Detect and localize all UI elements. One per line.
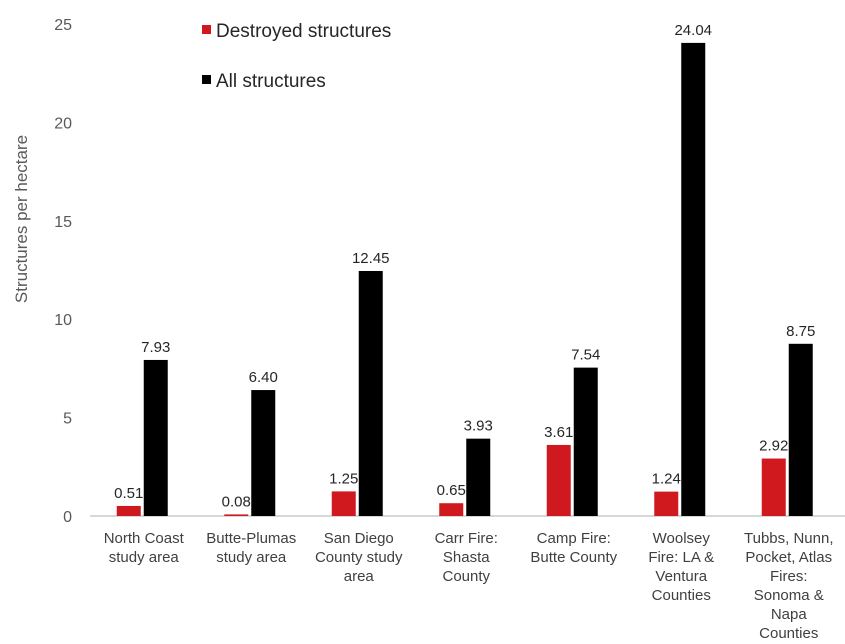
category-label: North Coast study area <box>104 530 185 566</box>
category-label: Camp Fire: Butte County <box>530 530 617 566</box>
data-label: 1.25 <box>329 470 358 487</box>
data-label: 7.93 <box>141 339 170 356</box>
data-label: 1.24 <box>652 471 681 488</box>
data-label: 24.04 <box>674 22 712 39</box>
y-tick-label: 5 <box>63 411 72 428</box>
bar-destroyed <box>546 444 571 516</box>
bar-destroyed <box>224 514 249 516</box>
data-label: 3.93 <box>464 418 493 435</box>
data-label: 8.75 <box>786 323 815 340</box>
legend-swatch-destroyed <box>202 25 211 34</box>
category-label: Woolsey Fire: LA & Ventura Counties <box>648 530 714 604</box>
y-tick-label: 0 <box>63 509 72 526</box>
legend: Destroyed structures All structures <box>202 21 391 92</box>
data-labels: 0.51 0.08 1.25 0.65 3.61 1.24 2.92 7.93 6.40 12.4… <box>114 22 815 511</box>
x-axis-categories: North Coast study area Butte-Plumas study a… <box>104 530 834 642</box>
data-label: 0.51 <box>114 485 143 502</box>
data-label: 7.54 <box>571 347 600 364</box>
category-label: Tubbs, Nunn, Pocket, Atlas Fires: Sonoma & N… <box>744 530 834 642</box>
legend-swatch-all <box>202 75 211 84</box>
bar-destroyed <box>654 491 679 516</box>
data-label: 0.65 <box>437 482 466 499</box>
category-label: Carr Fire: Shasta County <box>435 530 498 585</box>
bar-destroyed <box>331 491 356 516</box>
bar-all <box>788 343 813 516</box>
category-label: Butte-Plumas study area <box>206 530 296 566</box>
y-tick-label: 20 <box>54 115 72 132</box>
data-label: 3.61 <box>544 424 573 441</box>
y-axis-ticks: 0 5 10 15 20 25 <box>54 17 72 526</box>
category-label: San Diego County study area <box>315 530 403 585</box>
bar-all <box>143 359 168 516</box>
y-tick-label: 25 <box>54 17 72 34</box>
bars <box>116 42 813 517</box>
y-axis-label: Structures per hectare <box>12 135 31 303</box>
bar-destroyed <box>439 503 464 516</box>
data-label: 12.45 <box>352 250 390 267</box>
data-label: 6.40 <box>249 369 278 386</box>
y-tick-label: 15 <box>54 214 72 231</box>
bar-all <box>573 367 598 516</box>
bar-all <box>466 438 491 516</box>
legend-label-all: All structures <box>216 71 326 92</box>
legend-label-destroyed: Destroyed structures <box>216 21 391 42</box>
bar-destroyed <box>761 458 786 516</box>
data-label: 2.92 <box>759 438 788 455</box>
bar-destroyed <box>116 505 141 516</box>
bar-all <box>358 270 383 516</box>
y-tick-label: 10 <box>54 312 72 329</box>
data-label: 0.08 <box>222 493 251 510</box>
bar-all <box>251 390 276 516</box>
bar-all <box>681 42 706 517</box>
